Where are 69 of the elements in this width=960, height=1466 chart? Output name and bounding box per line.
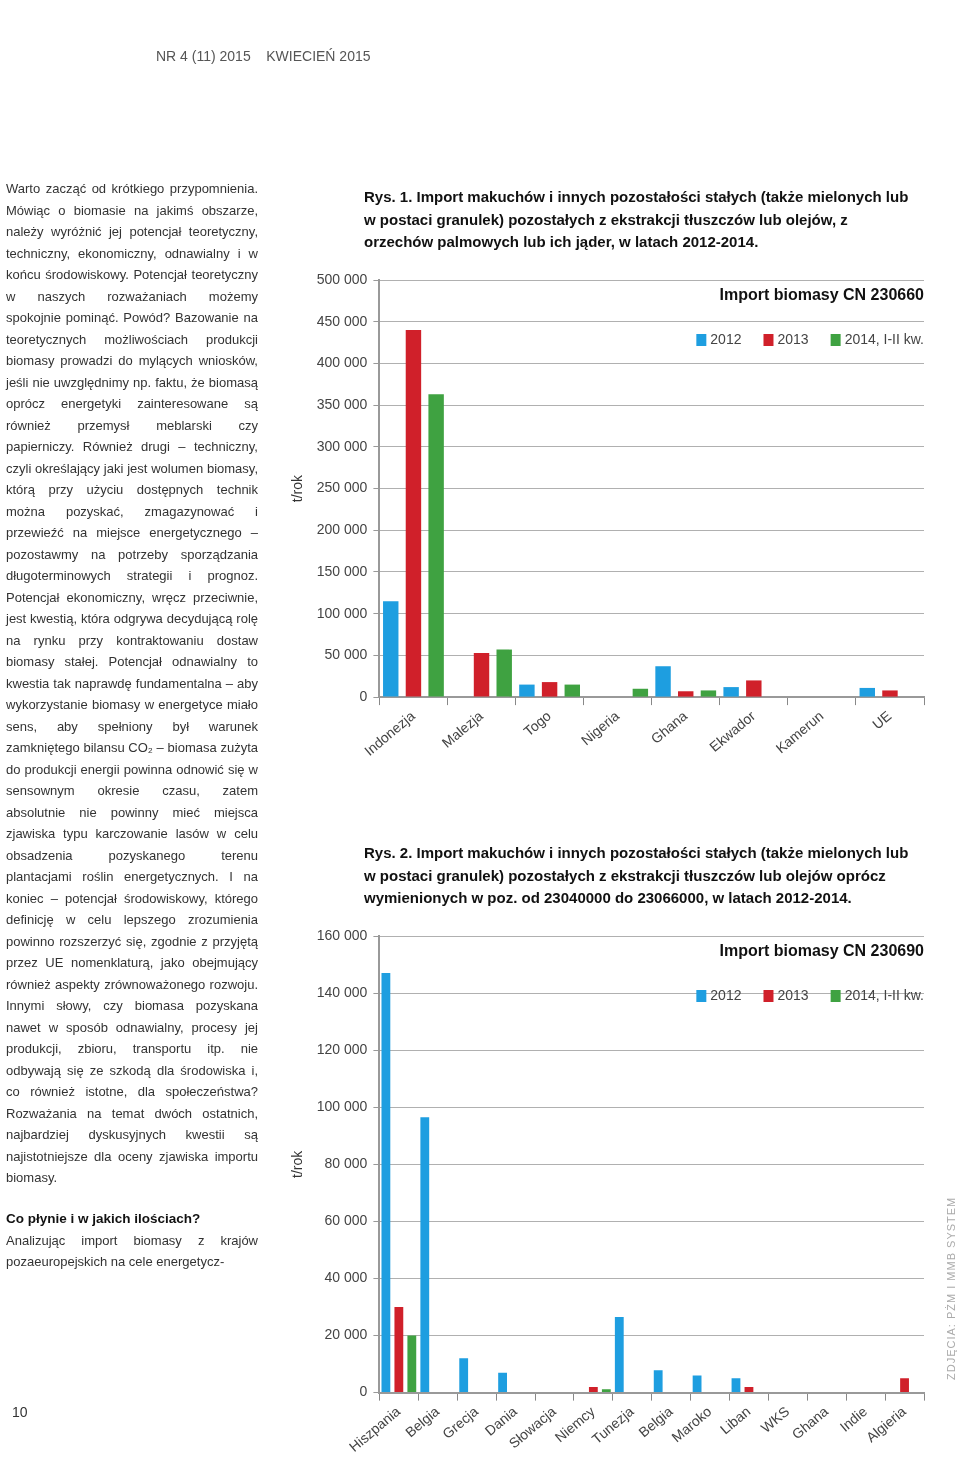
bar — [588, 1386, 598, 1392]
y-axis-title: t/rok — [289, 1149, 306, 1178]
y-tick-label: 80 000 — [324, 1154, 368, 1171]
bar — [614, 1316, 624, 1392]
text: Warto zacząć od krótkiego przypomnienia. Mówiąc o biomasie na jakimś obszarze, należy wyróżnić jej potencjał teoretyczny, techniczny, ekonomiczny, odnawialny i w końcu środowiskowy. Potencjał teoretyczny w naszych rozważaniach możemy spokojnie pominąć. Powód? Bazowanie na teoretycznych możliwościach produkcji biomasy prowadzi do mylących wniosków, jeśli nie uwzględnimy np. faktu, że biomasą oprócz energetyki zainteresowane są również przemysł meblarski czy papierniczy. Również drugi – techniczny, czyli określający jaki jest wolumen biomasy, którą przy użyciu dostępnych technik można pozyskać, zmagazynować i przewieźć na miejsce energetycznego – pozostawmy na potrzeby sporządzania długoterminowych strategii i prognoz. Potencjał ekonomiczny, wręcz przeciwnie, jest kwestią, która odgrywa decydującą rolę na rynku przy kontraktowaniu dostaw biomasy stałej. Potencjał odnawialny to kwestia tak naprawdę fundamentalna – aby wykorzystanie biomasy w energetyce miało sens, aby spełniony był warunek zamkniętego bilansu CO₂ – biomasa zużyta do produkcji energii powinna odnowić się w sensownym okresie czasu, zatem absolutnie nie powinny mieć miejsca zjawiska typu karczowanie lasów w celu obsadzenia pozyskanego terenu plantacjami roślin energetycznych. I na koniec – potencjał środowiskowy, którego definicję w celu lepszego zrozumienia powinno rozszerzyć się, zgodnie z przyjętą przez UE nomenklaturą, jako obejmujący również aspekty zrównoważonego rozwoju. Innymi słowy, czy biomasa pozyskana nawet w sposób odnawialny, procesy jej produkcji, zbioru, transportu itp. nie odbywają się ze szkodą dla środowiska i, co również istotne, dla społeczeństwa? Rozważania na temat dwóch ostatnich, najbardziej dyskusyjnych kwestii są najistotniejsze dla oceny zjawiska importu biomasy. — [6, 181, 258, 1185]
y-tick-label: 20 000 — [324, 1325, 368, 1342]
bar — [731, 1377, 741, 1392]
y-tick-label: 250 000 — [316, 478, 368, 495]
bar — [496, 649, 512, 697]
y-tick-label: 120 000 — [316, 1040, 368, 1057]
bar — [383, 600, 399, 697]
y-tick-label: 60 000 — [324, 1211, 368, 1228]
y-tick-label: 350 000 — [316, 395, 368, 412]
bar — [653, 1369, 663, 1392]
chart-subtitle: Import biomasy CN 230690 — [719, 941, 925, 959]
legend-label: 2013 — [777, 986, 809, 1003]
y-tick-label: 200 000 — [316, 520, 368, 537]
bar — [473, 652, 490, 697]
y-tick-label: 500 000 — [316, 270, 368, 287]
y-tick-label: 0 — [359, 1382, 368, 1399]
y-tick-label: 400 000 — [316, 353, 368, 370]
text: ZDJĘCIA: PŻM I MMB SYSTEM — [945, 1196, 957, 1380]
bar — [678, 690, 694, 697]
bar — [564, 684, 580, 697]
y-tick-label: 450 000 — [316, 312, 368, 329]
bar — [405, 329, 422, 697]
legend-label: 2013 — [777, 330, 809, 347]
y-tick-label: 150 000 — [316, 562, 368, 579]
bar — [394, 1306, 404, 1392]
x-tick-label: Togo — [520, 706, 555, 739]
bar — [746, 679, 762, 697]
bar — [381, 972, 391, 1392]
bar — [541, 681, 558, 697]
text: Analizując import biomasy z krajów pozaeuropejskich na cele energetycz- — [6, 1231, 258, 1271]
y-tick-label: 140 000 — [316, 983, 368, 1000]
bar — [723, 686, 739, 697]
bar — [700, 689, 717, 697]
bar — [900, 1377, 909, 1392]
bar — [459, 1357, 469, 1392]
y-tick-label: 0 — [359, 687, 368, 704]
legend-label: 2012 — [710, 986, 742, 1003]
bar — [428, 393, 444, 697]
bar — [859, 687, 875, 697]
chart-subtitle: Import biomasy CN 230660 — [719, 285, 925, 303]
bar — [420, 1116, 430, 1392]
text: 10 — [12, 1404, 28, 1420]
y-tick-label: 300 000 — [316, 437, 368, 454]
legend-label: 2014, I-II kw. — [844, 986, 924, 1003]
legend-label: 2014, I-II kw. — [844, 330, 924, 347]
chart-title: Rys. 2. Import makuchów i innych pozostałości stałych (także mielonych lub w postaci granulek) pozostałych z ekstrakcji tłuszczów lub olejów oprócz wymienionych w poz. od 23040000 do 23066000, w latach 2012-2014. — [364, 843, 909, 908]
bar — [632, 688, 649, 697]
y-tick-label: 100 000 — [316, 604, 368, 621]
bar — [407, 1335, 417, 1392]
chart-title: Rys. 1. Import makuchów i innych pozostałości stałych (także mielonych lub w postaci granulek) pozostałych z ekstrakcji tłuszczów lub olejów, z orzechów palmowych lub ich jąder, w latach 2012-2014. — [364, 187, 909, 252]
bar — [498, 1372, 507, 1392]
legend-label: 2012 — [710, 330, 742, 347]
bar — [882, 689, 898, 697]
text: NR 4 (11) 2015 KWIECIEŃ 2015 — [156, 48, 371, 64]
bar — [655, 665, 671, 697]
y-tick-label: 160 000 — [316, 926, 368, 943]
y-tick-label: 40 000 — [324, 1268, 368, 1285]
bar — [519, 684, 535, 697]
y-tick-label: 100 000 — [316, 1097, 368, 1114]
x-tick-label: UE — [869, 707, 895, 732]
y-tick-label: 50 000 — [324, 645, 368, 662]
bar — [692, 1374, 702, 1392]
bar — [601, 1388, 611, 1392]
y-axis-title: t/rok — [289, 473, 306, 502]
text: Co płynie i w jakich ilościach? — [6, 1210, 202, 1226]
